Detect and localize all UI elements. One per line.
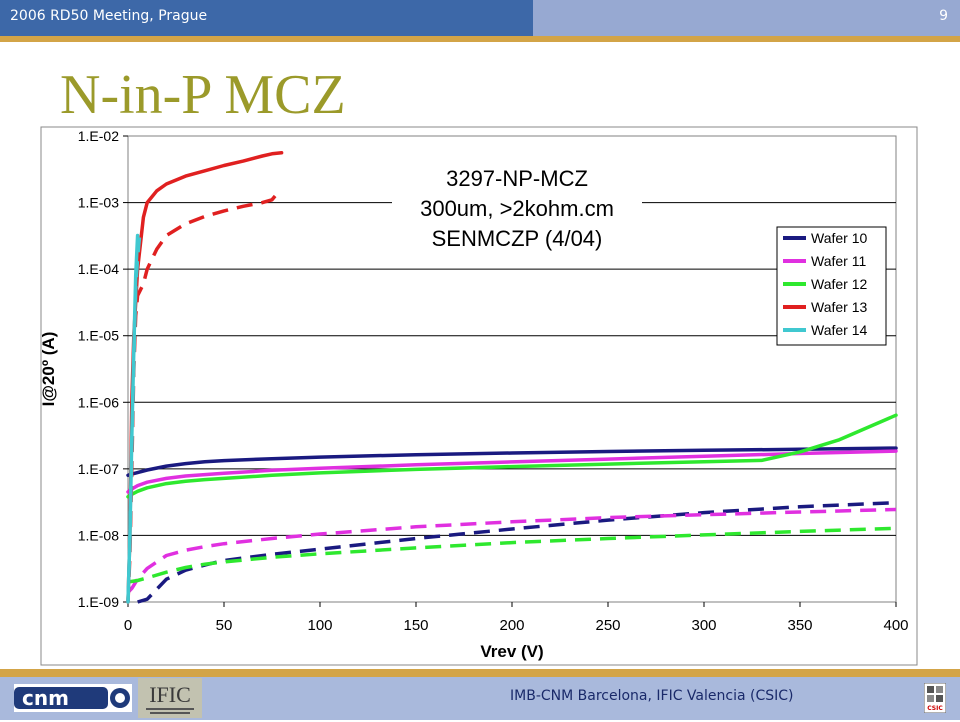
y-tick-label: 1.E-05 bbox=[78, 328, 119, 344]
series-line-4 bbox=[126, 507, 897, 594]
grid-layer bbox=[128, 202, 896, 536]
footer-institutions: IMB-CNM Barcelona, IFIC Valencia (CSIC) bbox=[510, 688, 794, 704]
x-tick-label: 400 bbox=[883, 617, 908, 634]
y-tick-label: 1.E-08 bbox=[78, 527, 119, 543]
x-axis-label: Vrev (V) bbox=[480, 642, 543, 661]
y-tick-label: 1.E-03 bbox=[78, 195, 119, 211]
x-tick-layer: 0 50 100 150 200 250 300 350 400 bbox=[124, 602, 909, 634]
x-tick-label: 200 bbox=[499, 617, 524, 634]
legend: Wafer 10 Wafer 11 Wafer 12 Wafer 13 Wafer 14 bbox=[776, 226, 887, 346]
x-tick-label: 300 bbox=[691, 617, 716, 634]
series-line-3 bbox=[126, 449, 898, 494]
y-tick-layer: 1.E-09 1.E-08 1.E-07 1.E-06 1.E-05 1.E-04 1.E-… bbox=[78, 128, 128, 610]
header-bar-right bbox=[533, 0, 960, 36]
legend-label: Wafer 12 bbox=[811, 276, 867, 292]
svg-text:CSIC: CSIC bbox=[927, 705, 943, 712]
y-tick-label: 1.E-04 bbox=[78, 261, 119, 277]
series-layer bbox=[126, 151, 898, 604]
chart-title-line-2: 300um, >2kohm.cm bbox=[420, 196, 614, 221]
x-tick-label: 100 bbox=[307, 617, 332, 634]
csic-logo: CSIC bbox=[923, 682, 947, 717]
series-line-5 bbox=[126, 413, 898, 499]
slide-number: 9 bbox=[939, 8, 948, 24]
series-line-6 bbox=[127, 526, 897, 584]
header-bar bbox=[0, 0, 533, 36]
x-tick-label: 150 bbox=[403, 617, 428, 634]
chart-title-line-3: SENMCZP (4/04) bbox=[432, 226, 603, 251]
chart-title-line-1: 3297-NP-MCZ bbox=[446, 166, 588, 191]
x-tick-label: 50 bbox=[216, 617, 233, 634]
svg-text:cnm: cnm bbox=[22, 686, 69, 710]
header-stripe bbox=[0, 36, 960, 42]
slide-title: N-in-P MCZ bbox=[60, 64, 346, 126]
series-line-1 bbox=[126, 446, 898, 478]
series-line-8 bbox=[126, 191, 280, 603]
meeting-label: 2006 RD50 Meeting, Prague bbox=[10, 8, 208, 24]
legend-label: Wafer 10 bbox=[811, 230, 867, 246]
footer-stripe bbox=[0, 669, 960, 677]
x-tick-label: 0 bbox=[124, 617, 132, 634]
series-line-10 bbox=[126, 237, 142, 603]
cnm-logo: cnm bbox=[14, 684, 132, 716]
y-axis-label: I@20º (A) bbox=[39, 332, 58, 407]
y-tick-label: 1.E-06 bbox=[78, 394, 119, 410]
ific-logo: IFIC bbox=[138, 678, 202, 722]
y-tick-label: 1.E-02 bbox=[78, 128, 119, 144]
x-tick-label: 250 bbox=[595, 617, 620, 634]
annotation-box bbox=[392, 156, 642, 256]
legend-label: Wafer 14 bbox=[811, 322, 867, 338]
legend-label: Wafer 11 bbox=[811, 253, 866, 269]
x-tick-label: 350 bbox=[787, 617, 812, 634]
iv-chart: 1.E-09 1.E-08 1.E-07 1.E-06 1.E-05 1.E-04 1.E-… bbox=[39, 126, 918, 666]
legend-label: Wafer 13 bbox=[811, 299, 867, 315]
y-tick-label: 1.E-09 bbox=[78, 594, 119, 610]
svg-text:IFIC: IFIC bbox=[149, 682, 191, 707]
y-tick-label: 1.E-07 bbox=[78, 461, 119, 477]
